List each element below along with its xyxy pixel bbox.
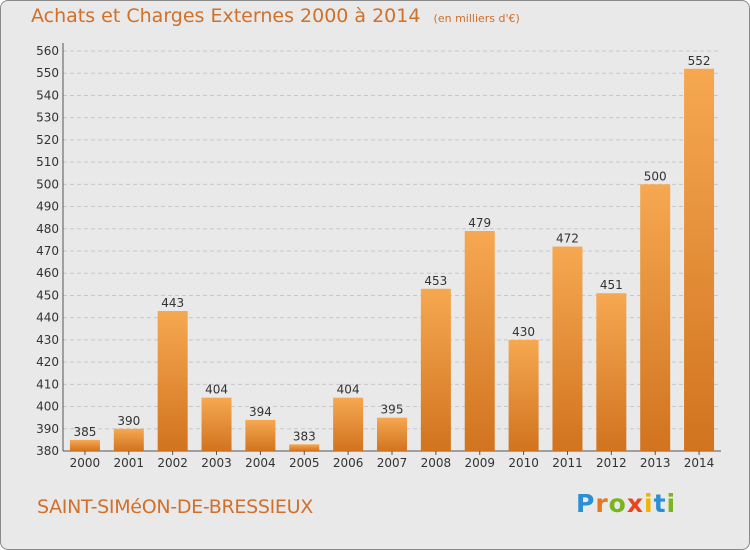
- y-tick-label: 490: [36, 200, 59, 214]
- value-label-2014: 552: [688, 54, 711, 68]
- tick-labels: 380 390 400 410 420 430 440 450 460 470 480 490 500 5…: [36, 44, 714, 470]
- value-label-2006: 404: [337, 383, 360, 397]
- x-tick-label-2008: 2008: [421, 456, 452, 470]
- bar-2012: [596, 293, 627, 451]
- logo-letter: o: [608, 489, 627, 518]
- logo-letter: i: [666, 489, 677, 518]
- x-tick-label-2006: 2006: [333, 456, 364, 470]
- y-tick-label: 470: [36, 244, 59, 258]
- y-tick-label: 440: [36, 311, 59, 325]
- y-tick-label: 540: [36, 88, 59, 102]
- bar-2008: [420, 288, 451, 451]
- y-tick-label: 450: [36, 288, 59, 302]
- x-tick-label-2005: 2005: [289, 456, 320, 470]
- bar-2006: [333, 397, 364, 451]
- x-tick-label-2003: 2003: [201, 456, 232, 470]
- bar-2003: [201, 397, 232, 451]
- logo-letter: t: [653, 489, 667, 518]
- bar-2007: [377, 417, 407, 451]
- value-label-2013: 500: [644, 169, 667, 183]
- value-label-2005: 383: [293, 429, 316, 443]
- bar-2014: [684, 68, 715, 452]
- proxiti-logo: Proxiti: [576, 489, 676, 518]
- logo-letter: r: [595, 489, 609, 518]
- y-tick-label: 400: [36, 400, 59, 414]
- x-tick-label-2013: 2013: [640, 456, 671, 470]
- x-tick-label-2001: 2001: [114, 456, 145, 470]
- y-tick-label: 560: [36, 44, 59, 58]
- y-tick-label: 550: [36, 66, 59, 80]
- x-tick-label-2007: 2007: [377, 456, 408, 470]
- commune-name: SAINT-SIMéON-DE-BRESSIEUX: [37, 496, 313, 518]
- y-tick-label: 480: [36, 222, 59, 236]
- bar-2004: [245, 419, 276, 451]
- logo-letter: i: [644, 489, 654, 518]
- y-tick-label: 380: [36, 444, 59, 458]
- logo-letter: x: [626, 489, 644, 518]
- x-tick-label-2010: 2010: [508, 456, 539, 470]
- bar-2002: [157, 311, 188, 451]
- bar-2001: [113, 428, 144, 451]
- x-tick-label-2011: 2011: [552, 456, 583, 470]
- chart-unit-note: (en milliers d'€): [433, 12, 520, 25]
- value-label-2009: 479: [468, 216, 491, 230]
- value-label-2008: 453: [424, 274, 447, 288]
- chart-title-row: Achats et Charges Externes 2000 à 2014 (…: [31, 5, 520, 27]
- value-label-2002: 443: [161, 296, 184, 310]
- value-label-2001: 390: [117, 414, 140, 428]
- x-tick-label-2002: 2002: [157, 456, 188, 470]
- y-tick-label: 420: [36, 355, 59, 369]
- y-tick-label: 520: [36, 133, 59, 147]
- value-label-2003: 404: [205, 383, 228, 397]
- value-label-2011: 472: [556, 232, 579, 246]
- value-label-2007: 395: [381, 403, 404, 417]
- bar-2013: [640, 184, 671, 452]
- bar-2009: [464, 231, 495, 451]
- bar-2000: [69, 439, 100, 451]
- logo-letter: P: [576, 489, 596, 518]
- value-label-2000: 385: [73, 425, 96, 439]
- bar-2011: [552, 246, 583, 451]
- value-label-2010: 430: [512, 325, 535, 339]
- value-label-2012: 451: [600, 278, 623, 292]
- value-label-2004: 394: [249, 405, 272, 419]
- y-tick-label: 510: [36, 155, 59, 169]
- x-tick-label-2004: 2004: [245, 456, 276, 470]
- value-labels: 385 390 443 404 394 383 404 395 453 479 430 472 451 5…: [73, 54, 710, 444]
- chart-title: Achats et Charges Externes 2000 à 2014: [31, 5, 421, 27]
- y-tick-label: 530: [36, 111, 59, 125]
- x-tick-label-2014: 2014: [684, 456, 715, 470]
- y-tick-label: 460: [36, 266, 59, 280]
- x-tick-label-2009: 2009: [464, 456, 495, 470]
- y-tick-label: 430: [36, 333, 59, 347]
- bar-2005: [289, 444, 320, 451]
- bar-2010: [508, 339, 539, 451]
- y-tick-label: 410: [36, 377, 59, 391]
- x-tick-label-2000: 2000: [70, 456, 101, 470]
- x-tick-label-2012: 2012: [596, 456, 627, 470]
- bars: [69, 68, 715, 452]
- y-tick-label: 500: [36, 177, 59, 191]
- y-tick-label: 390: [36, 422, 59, 436]
